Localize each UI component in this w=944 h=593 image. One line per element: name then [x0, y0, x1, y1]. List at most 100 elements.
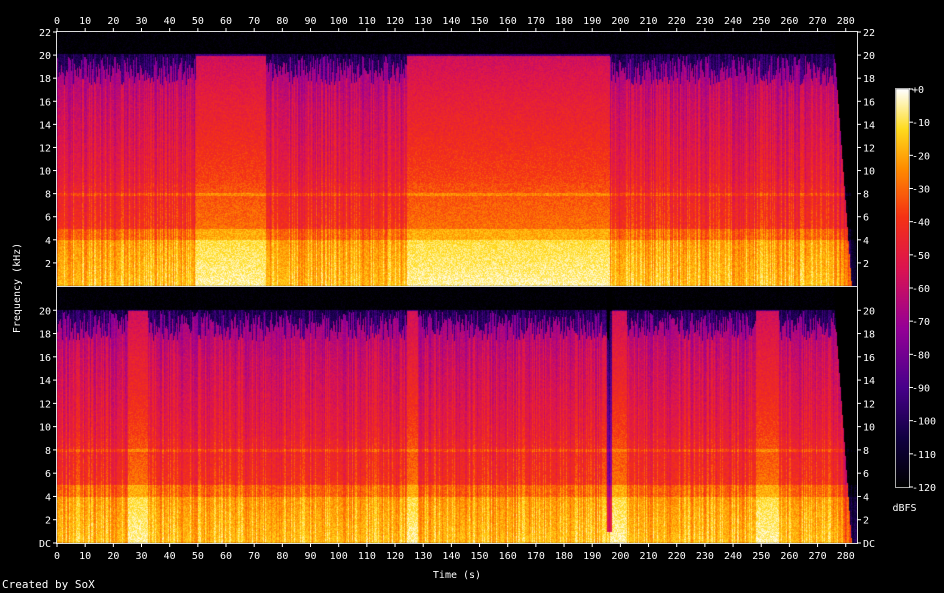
colorbar-tick-label: +0	[912, 85, 924, 96]
x-tick-label-top: 240	[724, 16, 742, 27]
y-tick-label-left: 4	[45, 236, 51, 247]
y-tick-label-right: 2	[863, 259, 869, 270]
x-tick-label-bottom: 0	[54, 551, 60, 562]
x-tick-label-bottom: 180	[555, 551, 573, 562]
x-tick-label-top: 140	[442, 16, 460, 27]
y-tick-label-right: 4	[863, 236, 869, 247]
x-tick-label-bottom: 220	[668, 551, 686, 562]
colorbar-tick-label: -110	[912, 450, 936, 461]
y-tick-label-left: 18	[39, 74, 51, 85]
x-tick-label-top: 50	[192, 16, 204, 27]
y-tick-label-left: 10	[39, 423, 51, 434]
y-tick-label-left: 16	[39, 97, 51, 108]
x-tick-label-top: 10	[79, 16, 91, 27]
y-tick-label-left: 6	[45, 469, 51, 480]
x-tick-label-bottom: 260	[780, 551, 798, 562]
x-tick-label-top: 30	[135, 16, 147, 27]
x-tick-label-top: 80	[276, 16, 288, 27]
x-tick-label-top: 0	[54, 16, 60, 27]
created-by-label: Created by SoX	[2, 578, 95, 591]
x-axis-label: Time (s)	[433, 570, 481, 581]
y-tick-label-right: 10	[863, 423, 875, 434]
y-tick-label-right: 10	[863, 167, 875, 178]
y-tick-label-right: 16	[863, 97, 875, 108]
y-tick-label-right: 8	[863, 446, 869, 457]
y-tick-label-right: 16	[863, 353, 875, 364]
y-tick-label-right: 22	[863, 28, 875, 39]
y-tick-label-left: 18	[39, 330, 51, 341]
x-tick-label-top: 120	[386, 16, 404, 27]
x-tick-label-bottom: 110	[358, 551, 376, 562]
x-tick-label-bottom: 30	[135, 551, 147, 562]
y-tick-label-left: 22	[39, 28, 51, 39]
x-tick-label-top: 200	[611, 16, 629, 27]
x-tick-label-top: 230	[696, 16, 714, 27]
y-tick-label-left: 2	[45, 259, 51, 270]
x-tick-label-top: 170	[527, 16, 545, 27]
x-tick-label-bottom: 40	[164, 551, 176, 562]
y-tick-label-left: 6	[45, 213, 51, 224]
x-tick-label-bottom: 210	[640, 551, 658, 562]
colorbar-tick-label: -20	[912, 151, 930, 162]
x-tick-label-bottom: 190	[583, 551, 601, 562]
y-tick-label-left: 2	[45, 516, 51, 527]
x-tick-label-top: 160	[499, 16, 517, 27]
x-tick-label-top: 190	[583, 16, 601, 27]
x-tick-label-top: 70	[248, 16, 260, 27]
y-tick-label-right: 2	[863, 516, 869, 527]
x-tick-label-top: 110	[358, 16, 376, 27]
colorbar-tick-label: -90	[912, 384, 930, 395]
y-tick-label-left: 12	[39, 143, 51, 154]
panel-frame-2	[56, 286, 858, 544]
x-tick-label-bottom: 70	[248, 551, 260, 562]
y-tick-label-left: 10	[39, 167, 51, 178]
panel-frame-1	[56, 31, 858, 287]
y-tick-label-left: 14	[39, 376, 51, 387]
x-tick-label-top: 40	[164, 16, 176, 27]
x-tick-label-top: 150	[471, 16, 489, 27]
colorbar-tick-label: -100	[912, 417, 936, 428]
colorbar-tick-label: -10	[912, 118, 930, 129]
colorbar-tick-label: -120	[912, 483, 936, 494]
y-tick-label-right: 12	[863, 399, 875, 410]
y-tick-label-left: 12	[39, 399, 51, 410]
y-axis-label: Frequency (kHz)	[12, 243, 23, 333]
y-tick-label-right: DC	[863, 539, 875, 550]
x-tick-label-top: 260	[780, 16, 798, 27]
x-tick-label-bottom: 270	[809, 551, 827, 562]
x-tick-label-top: 100	[330, 16, 348, 27]
y-tick-label-right: 18	[863, 74, 875, 85]
x-tick-label-top: 270	[809, 16, 827, 27]
y-tick-label-right: 8	[863, 190, 869, 201]
y-tick-label-right: 14	[863, 120, 875, 131]
colorbar-tick-label: -40	[912, 218, 930, 229]
y-tick-label-right: 14	[863, 376, 875, 387]
x-tick-label-bottom: 100	[330, 551, 348, 562]
x-tick-label-bottom: 160	[499, 551, 517, 562]
y-tick-label-left: 8	[45, 446, 51, 457]
x-tick-label-top: 210	[640, 16, 658, 27]
x-tick-label-bottom: 150	[471, 551, 489, 562]
y-tick-label-right: 6	[863, 469, 869, 480]
x-tick-label-bottom: 20	[107, 551, 119, 562]
y-tick-label-left: 20	[39, 306, 51, 317]
x-tick-label-bottom: 130	[414, 551, 432, 562]
x-tick-label-bottom: 60	[220, 551, 232, 562]
x-tick-label-top: 250	[752, 16, 770, 27]
colorbar-tick-label: -60	[912, 284, 930, 295]
x-tick-label-bottom: 140	[442, 551, 460, 562]
y-tick-label-right: 20	[863, 306, 875, 317]
x-tick-label-bottom: 230	[696, 551, 714, 562]
x-tick-label-top: 280	[837, 16, 855, 27]
x-tick-label-bottom: 170	[527, 551, 545, 562]
x-tick-label-bottom: 10	[79, 551, 91, 562]
axes-layer: 0 0 10 10 20 20 30 30 40 40 50 50 60 60 70 70 80 80 90 90 10…	[12, 16, 936, 581]
colorbar-tick-label: -30	[912, 185, 930, 196]
x-tick-label-top: 90	[304, 16, 316, 27]
x-tick-label-top: 130	[414, 16, 432, 27]
x-tick-label-top: 180	[555, 16, 573, 27]
y-tick-label-left: 8	[45, 190, 51, 201]
y-tick-label-right: 12	[863, 143, 875, 154]
